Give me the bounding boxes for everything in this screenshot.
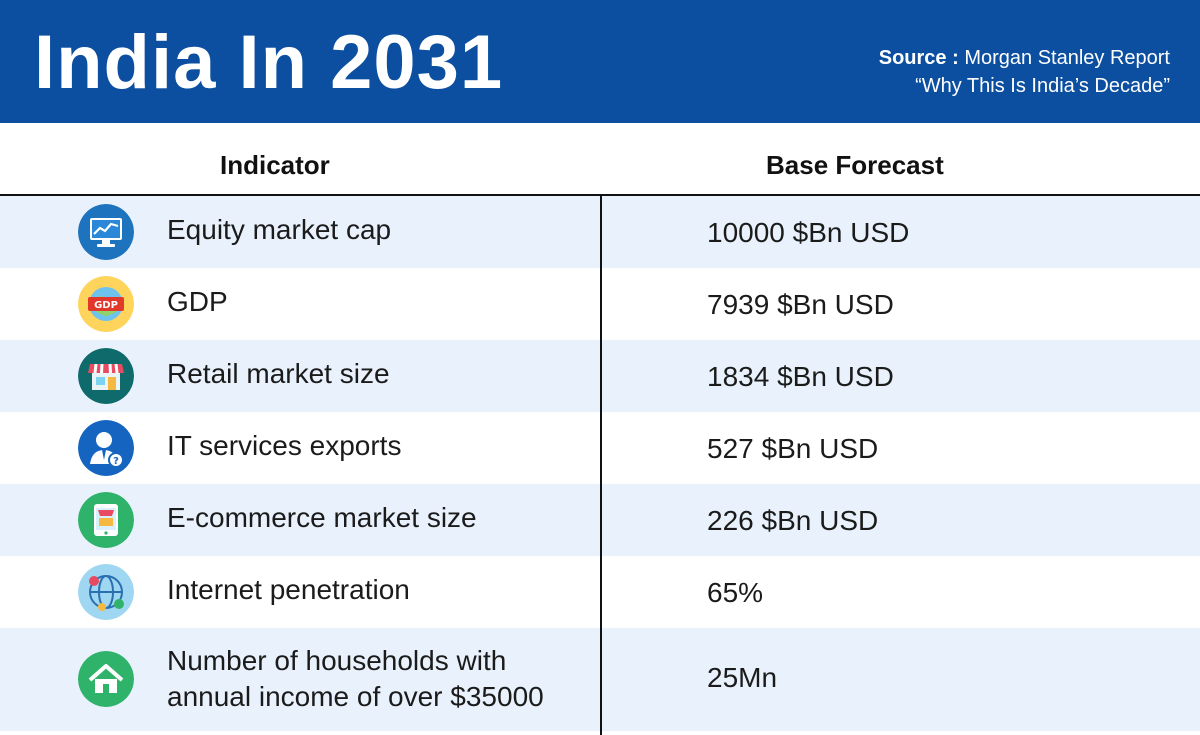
row-value: 7939 $Bn USD [707, 289, 894, 320]
support-agent-icon: ? [78, 420, 134, 476]
row-value: 226 $Bn USD [707, 505, 879, 536]
row-value: 65% [707, 577, 764, 608]
storefront-icon [78, 348, 134, 404]
svg-text:?: ? [113, 456, 119, 467]
svg-text:GDP: GDP [94, 300, 118, 311]
stock-chart-icon [78, 204, 134, 260]
table-row: GDP GDP 7939 $Bn USD [0, 268, 1200, 340]
row-value: 1834 $Bn USD [707, 361, 894, 392]
globe-network-icon [78, 564, 134, 620]
forecast-column-header: Base Forecast [766, 150, 944, 180]
page-title: India In 2031 [34, 20, 504, 105]
indicator-table: Equity market cap 10000 $Bn USD GDP GDP … [0, 196, 1200, 731]
table-row: Internet penetration 65% [0, 556, 1200, 628]
table-row: ? IT services exports 527 $Bn USD [0, 412, 1200, 484]
row-label: Retail market size [167, 358, 390, 389]
row-value: 25Mn [707, 662, 778, 693]
header-banner: India In 2031 Source : Morgan Stanley Re… [0, 0, 1200, 123]
gdp-globe-icon: GDP [78, 276, 134, 332]
shopping-cart-icon [78, 492, 134, 548]
row-label: Internet penetration [167, 574, 410, 605]
row-label: E-commerce market size [167, 502, 477, 533]
house-icon [78, 651, 134, 707]
column-divider [600, 195, 602, 735]
row-label: Equity market cap [167, 214, 392, 245]
source-label: Source : [878, 47, 959, 69]
source-citation: Source : Morgan Stanley Report “Why This… [879, 44, 1170, 100]
row-value: 527 $Bn USD [707, 433, 879, 464]
indicator-column-header: Indicator [220, 150, 330, 180]
source-report: “Why This Is India’s Decade” [915, 75, 1170, 97]
source-name: Morgan Stanley Report [964, 47, 1170, 69]
row-label: GDP [167, 286, 228, 317]
row-value: 10000 $Bn USD [707, 217, 910, 248]
row-label: IT services exports [167, 430, 402, 461]
row-label: Number of households with annual income … [167, 645, 544, 712]
